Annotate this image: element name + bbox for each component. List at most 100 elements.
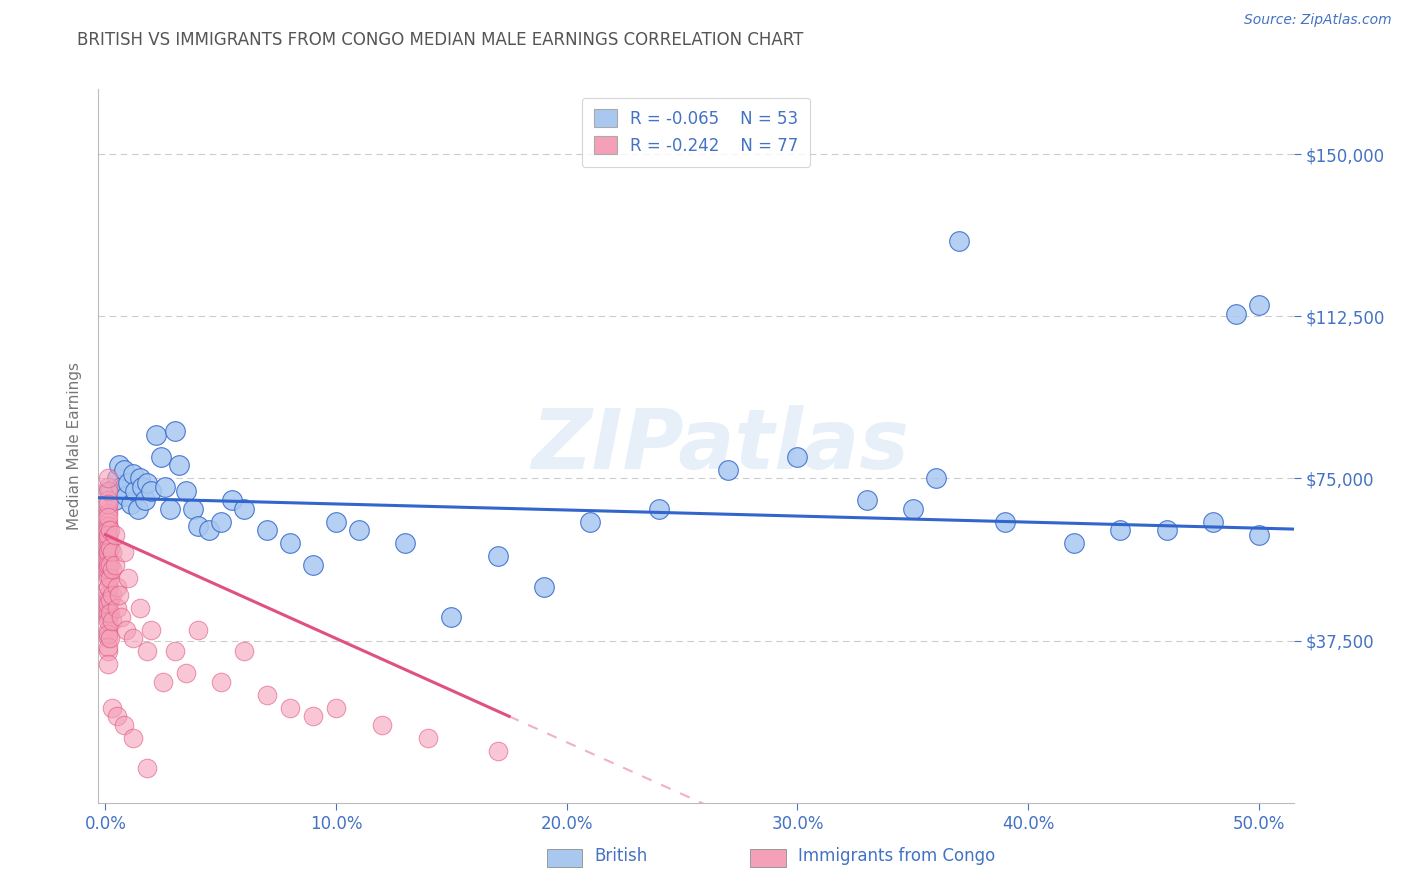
Y-axis label: Median Male Earnings: Median Male Earnings — [66, 362, 82, 530]
Point — [97, 549, 120, 564]
Point — [97, 480, 120, 494]
Point — [155, 480, 177, 494]
Point — [418, 731, 440, 745]
Point — [163, 424, 186, 438]
Point — [97, 597, 120, 611]
Point — [786, 450, 808, 464]
Point — [97, 614, 120, 628]
Text: Immigrants from Congo: Immigrants from Congo — [797, 847, 995, 865]
Point — [101, 545, 124, 559]
Point — [187, 519, 209, 533]
Point — [209, 515, 232, 529]
Point — [187, 623, 209, 637]
Point — [347, 524, 370, 538]
Point — [101, 588, 124, 602]
Point — [97, 580, 120, 594]
Point — [103, 558, 125, 572]
Point — [115, 489, 138, 503]
FancyBboxPatch shape — [547, 849, 582, 867]
Point — [97, 627, 120, 641]
Point — [97, 541, 120, 555]
Point — [98, 606, 121, 620]
Point — [103, 527, 125, 541]
Point — [135, 644, 157, 658]
Point — [97, 632, 120, 646]
Point — [97, 623, 120, 637]
Point — [97, 558, 120, 572]
Point — [97, 484, 120, 499]
Point — [141, 484, 163, 499]
Point — [97, 471, 120, 485]
Point — [901, 501, 924, 516]
Point — [1063, 536, 1085, 550]
Point — [232, 501, 254, 516]
Point — [1225, 307, 1247, 321]
Point — [98, 632, 121, 646]
Point — [97, 527, 120, 541]
Point — [97, 524, 120, 538]
Point — [533, 580, 555, 594]
Point — [124, 484, 146, 499]
Point — [97, 562, 120, 576]
Point — [325, 515, 347, 529]
Text: ZIPatlas: ZIPatlas — [531, 406, 908, 486]
Point — [994, 515, 1017, 529]
Point — [110, 610, 132, 624]
Point — [1109, 524, 1132, 538]
Point — [278, 536, 301, 550]
Point — [98, 484, 121, 499]
Legend: R = -0.065    N = 53, R = -0.242    N = 77: R = -0.065 N = 53, R = -0.242 N = 77 — [582, 97, 810, 167]
Point — [181, 501, 204, 516]
Point — [1202, 515, 1225, 529]
Point — [278, 700, 301, 714]
Point — [117, 571, 139, 585]
Point — [97, 536, 120, 550]
Point — [97, 515, 120, 529]
Point — [97, 532, 120, 546]
Point — [1247, 298, 1270, 312]
Point — [925, 471, 948, 485]
Point — [97, 506, 120, 520]
Point — [122, 467, 145, 482]
Point — [145, 428, 167, 442]
Point — [108, 458, 131, 473]
Point — [209, 674, 232, 689]
Point — [105, 471, 128, 485]
Point — [302, 558, 325, 572]
Point — [98, 541, 121, 555]
Point — [112, 545, 135, 559]
Point — [98, 592, 121, 607]
Point — [127, 501, 149, 516]
Point — [129, 601, 152, 615]
Point — [105, 601, 128, 615]
Point — [1247, 527, 1270, 541]
Point — [97, 553, 120, 567]
Point — [98, 558, 121, 572]
Point — [232, 644, 254, 658]
Point — [221, 493, 243, 508]
Point — [167, 458, 190, 473]
Point — [97, 545, 120, 559]
Point — [97, 501, 120, 516]
Point — [97, 566, 120, 581]
Point — [97, 644, 120, 658]
Point — [256, 524, 278, 538]
Point — [486, 744, 509, 758]
FancyBboxPatch shape — [749, 849, 786, 867]
Point — [440, 610, 463, 624]
Text: BRITISH VS IMMIGRANTS FROM CONGO MEDIAN MALE EARNINGS CORRELATION CHART: BRITISH VS IMMIGRANTS FROM CONGO MEDIAN … — [77, 31, 804, 49]
Point — [122, 731, 145, 745]
Point — [948, 234, 970, 248]
Point — [97, 592, 120, 607]
Point — [486, 549, 509, 564]
Point — [97, 497, 120, 511]
Point — [101, 614, 124, 628]
Point — [110, 480, 132, 494]
Point — [115, 623, 138, 637]
Text: Source: ZipAtlas.com: Source: ZipAtlas.com — [1244, 13, 1392, 28]
Point — [97, 640, 120, 654]
Point — [103, 493, 125, 508]
Point — [97, 580, 120, 594]
Point — [131, 480, 153, 494]
Point — [256, 688, 278, 702]
